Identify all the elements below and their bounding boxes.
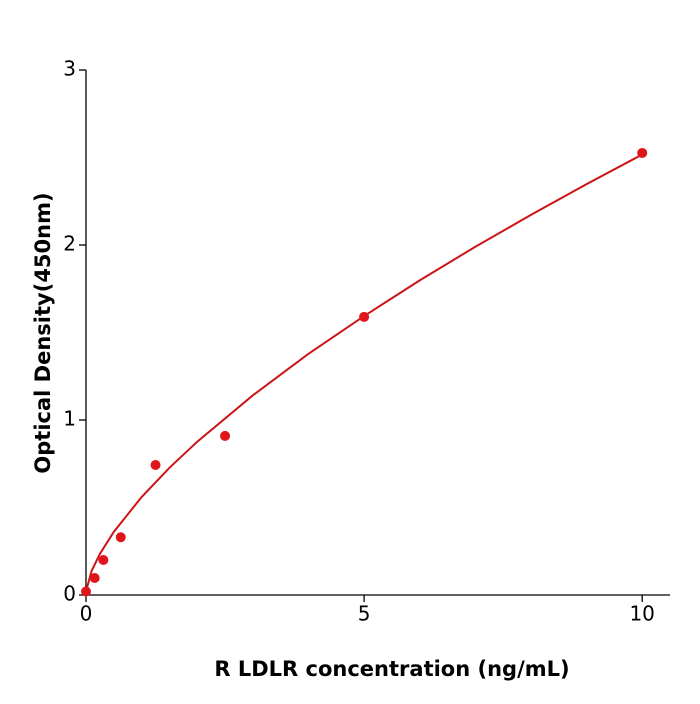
y-tick-label: 3 — [63, 57, 76, 81]
x-axis-label: R LDLR concentration (ng/mL) — [214, 657, 569, 681]
data-point — [359, 311, 370, 322]
data-point — [150, 459, 161, 470]
y-tick-label: 1 — [63, 407, 76, 431]
data-point — [115, 532, 126, 543]
data-point — [89, 573, 100, 584]
data-point — [220, 430, 231, 441]
x-tick-label: 10 — [629, 602, 654, 626]
y-tick-label: 0 — [63, 582, 76, 606]
y-tick-label: 2 — [63, 232, 76, 256]
data-point — [81, 586, 91, 597]
data-point — [637, 147, 648, 158]
fit-curve — [85, 153, 643, 592]
data-point — [98, 555, 109, 565]
y-axis-label: Optical Density(450nm) — [31, 192, 55, 473]
x-tick-label: 5 — [358, 602, 371, 626]
x-tick-label: 0 — [80, 602, 93, 626]
